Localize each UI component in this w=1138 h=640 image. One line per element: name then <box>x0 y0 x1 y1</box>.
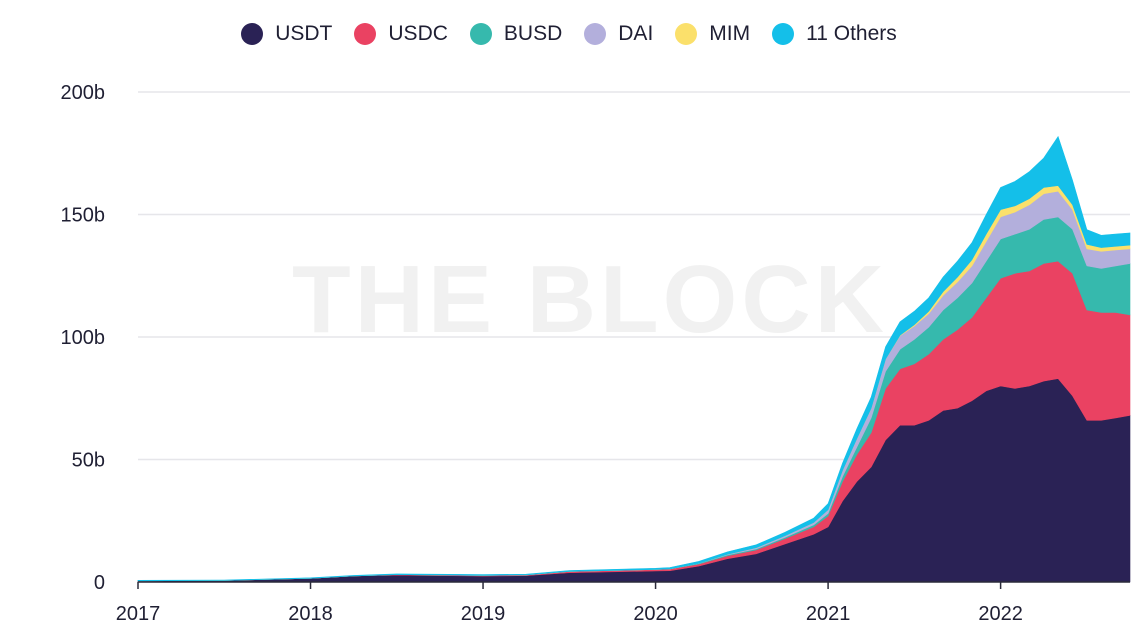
legend-label: DAI <box>618 22 654 45</box>
legend-dot <box>354 23 377 45</box>
x-tick-label: 2020 <box>633 603 678 625</box>
area-11-others <box>137 135 1131 582</box>
watermark: THE BLOCK <box>292 246 888 353</box>
legend-item: DAI <box>584 22 653 46</box>
legend-label: USDT <box>275 22 333 45</box>
legend-dot <box>584 23 607 45</box>
legend-label: MIM <box>709 22 751 45</box>
legend-item: USDT <box>241 22 332 46</box>
legend-item: 11 Others <box>772 22 897 46</box>
x-tick-label: 2021 <box>806 603 851 625</box>
legend: USDT USDC BUSD DAI MIM 11 Others <box>0 22 1138 46</box>
legend-item: USDC <box>354 22 448 46</box>
y-tick-label: 100b <box>61 327 106 349</box>
legend-label: 11 Others <box>806 22 897 45</box>
x-tick-label: 2018 <box>288 603 333 625</box>
legend-dot <box>675 23 698 45</box>
x-tick-label: 2019 <box>461 603 506 625</box>
legend-item: MIM <box>675 22 750 46</box>
legend-label: USDC <box>388 22 448 45</box>
legend-dot <box>241 23 264 45</box>
x-tick-label: 2017 <box>116 603 161 625</box>
x-tick-label: 2022 <box>978 603 1023 625</box>
y-tick-label: 50b <box>72 450 105 472</box>
y-tick-label: 0 <box>94 572 105 594</box>
legend-item: BUSD <box>469 22 563 46</box>
area-usdt <box>137 378 1131 583</box>
y-tick-label: 150b <box>61 205 106 227</box>
legend-dot <box>772 23 795 45</box>
y-tick-label: 200b <box>61 82 106 104</box>
legend-dot <box>469 23 492 45</box>
legend-label: BUSD <box>503 22 563 45</box>
